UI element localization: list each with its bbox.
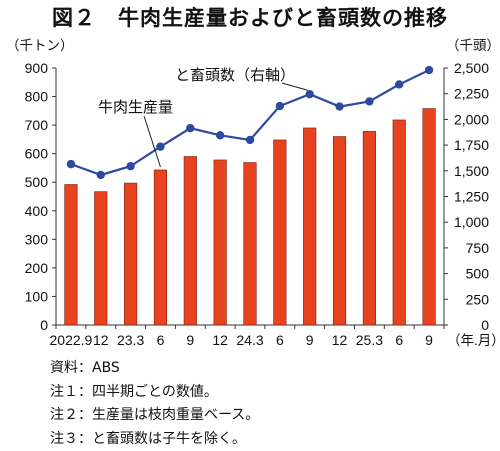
production-bar xyxy=(332,136,347,326)
slaughter-point xyxy=(126,161,135,171)
right-tick-label: 1,250 xyxy=(454,189,489,205)
production-bar xyxy=(422,108,436,326)
production-bar xyxy=(213,159,227,326)
left-tick-label: 700 xyxy=(25,117,49,133)
right-tick-label: 500 xyxy=(466,266,490,282)
chart-title: 図２ 牛肉生産量およびと畜頭数の推移 xyxy=(52,6,448,30)
x-axis-unit: （年.月） xyxy=(447,333,500,348)
x-tick-label: 25.3 xyxy=(356,332,383,348)
production-bar xyxy=(273,139,287,326)
slaughter-point xyxy=(215,131,225,140)
right-tick-label: 2,000 xyxy=(454,111,489,127)
right-tick-label: 1,500 xyxy=(454,163,489,179)
note-1: 注１：四半期ごとの数値。 xyxy=(50,383,218,400)
note-3: 注３：と畜頭数は子牛を除く。 xyxy=(50,430,246,447)
left-tick-label: 0 xyxy=(40,317,48,333)
right-tick-label: 250 xyxy=(466,291,490,307)
x-tick-label: 12 xyxy=(212,332,228,348)
production-leader-line xyxy=(143,115,161,168)
left-tick-label: 600 xyxy=(25,146,49,162)
x-tick-label: 9 xyxy=(306,332,314,348)
left-tick-label: 800 xyxy=(25,89,49,105)
left-axis-unit: （千トン） xyxy=(6,38,74,53)
x-tick-label: 6 xyxy=(157,332,165,348)
right-tick-label: 750 xyxy=(466,240,490,256)
right-tick-label: 0 xyxy=(481,317,489,333)
slaughter-point xyxy=(66,159,76,169)
right-axis-unit: （千頭） xyxy=(446,38,500,53)
left-tick-label: 400 xyxy=(25,203,49,219)
left-tick-label: 300 xyxy=(25,231,49,247)
right-tick-label: 1,000 xyxy=(454,214,489,230)
x-tick-label: 12 xyxy=(93,332,109,348)
note-2: 注２：生産量は枝肉重量ベース。 xyxy=(50,407,260,423)
slaughter-point xyxy=(156,142,165,151)
production-bar xyxy=(183,156,197,326)
production-series-label: 牛肉生産量 xyxy=(98,99,173,116)
slaughter-point xyxy=(365,97,374,106)
right-tick-label: 1,750 xyxy=(454,137,489,153)
slaughter-point xyxy=(395,80,404,89)
slaughter-point xyxy=(186,123,195,133)
left-tick-label: 500 xyxy=(25,174,49,190)
production-bar xyxy=(153,169,168,326)
production-bar xyxy=(124,182,138,326)
production-bar xyxy=(243,162,257,326)
slaughter-point xyxy=(424,65,434,75)
slaughter-point xyxy=(275,101,285,111)
slaughter-point xyxy=(335,102,344,111)
slaughter-point xyxy=(96,170,105,180)
left-tick-label: 900 xyxy=(25,60,49,76)
note-source: 資料：ABS xyxy=(50,360,120,376)
left-tick-label: 200 xyxy=(25,260,49,276)
x-tick-label: 12 xyxy=(332,332,348,348)
production-bar xyxy=(64,184,78,326)
notes: 資料：ABS 注１：四半期ごとの数値。 注２：生産量は枝肉重量ベース。 注３：と… xyxy=(50,357,259,451)
x-tick-label: 6 xyxy=(395,332,403,348)
slaughter-series-label: と畜頭数（右軸） xyxy=(175,67,295,84)
x-tick-label: 6 xyxy=(276,332,284,348)
x-tick-label: 9 xyxy=(425,332,433,348)
production-bar xyxy=(303,127,317,326)
left-tick-label: 100 xyxy=(25,288,49,304)
x-tick-label: 2022.9 xyxy=(50,332,93,348)
production-bar xyxy=(94,191,108,326)
production-bar xyxy=(392,119,406,326)
production-bar xyxy=(362,131,376,326)
slaughter-leader-line xyxy=(281,82,308,91)
x-tick-label: 24.3 xyxy=(236,332,263,348)
x-tick-label: 23.3 xyxy=(117,332,144,348)
slaughter-point xyxy=(305,90,314,99)
slaughter-point xyxy=(245,135,255,145)
x-tick-label: 9 xyxy=(186,332,194,348)
right-tick-label: 2,500 xyxy=(454,60,489,76)
right-tick-label: 2,250 xyxy=(454,86,489,102)
